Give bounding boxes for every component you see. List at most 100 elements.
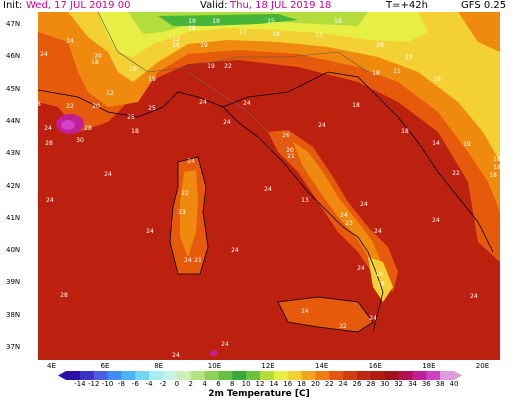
legend-swatch (190, 371, 205, 380)
temperature-value: 18 (489, 172, 497, 179)
temperature-value: 28 (60, 292, 68, 299)
legend-tick-label: 38 (435, 380, 445, 388)
temperature-value: 24 (231, 247, 239, 254)
temperature-value: 24 (184, 257, 192, 264)
temperature-value: 18 (493, 156, 500, 163)
longitude-label: 20E (475, 362, 490, 370)
legend-swatch (246, 371, 261, 380)
latitude-label: 45N (6, 84, 21, 93)
temperature-value: 19 (463, 141, 471, 148)
legend-swatch (79, 371, 95, 380)
temperature-value: 18 (131, 128, 139, 135)
legend-swatch (301, 371, 316, 380)
legend-tick-label: 14 (269, 380, 279, 388)
temperature-value: 24 (104, 171, 112, 178)
longitude-label: 18E (422, 362, 436, 370)
temperature-value: 24 (360, 201, 368, 208)
temperature-value: 19 (493, 164, 500, 171)
temperature-value: 30 (76, 137, 84, 144)
legend-swatch (370, 371, 386, 380)
temperature-value: 20 (286, 147, 294, 154)
longitude-label: 10E (207, 362, 222, 370)
latitude-label: 46N (6, 52, 21, 61)
legend-tick-label: 34 (407, 380, 417, 388)
temperature-value: 24 (66, 38, 74, 45)
temperature-value: 24 (369, 315, 377, 322)
legend-max-arrow (454, 371, 462, 380)
legend-tick-label: -4 (145, 380, 153, 388)
temperature-value: 13 (301, 197, 309, 204)
legend-tick-label: 2 (188, 380, 193, 388)
temperature-value: 20 (92, 103, 100, 110)
legend-swatch (260, 371, 275, 380)
temperature-value: 21 (194, 257, 202, 264)
legend-tick-label: 8 (230, 380, 235, 388)
temperature-value: 18 (401, 128, 409, 135)
temperature-value: 24 (223, 119, 231, 126)
legend-swatch (440, 371, 455, 380)
temperature-value: 24 (187, 158, 195, 165)
temperature-value: 24 (40, 51, 48, 58)
latitude-label: 40N (6, 246, 21, 255)
legend-swatch (204, 371, 219, 380)
legend-swatch (135, 371, 150, 380)
legend-tick-label: -12 (87, 380, 100, 388)
latitude-label: 41N (6, 213, 21, 222)
legend-tick-label: 12 (255, 380, 265, 388)
latitude-label: 44N (6, 116, 21, 125)
temperature-value: 19 (207, 63, 215, 70)
legend-swatch (121, 371, 136, 380)
temperature-value: 24 (470, 293, 478, 300)
legend-ticks: -14 -12 -10 -8 -6 -4 -2 0 2 4 6 8 10 12 14 16 18 20 22 24 26… (58, 380, 462, 390)
legend-tick-label: 26 (352, 380, 362, 388)
legend-swatch (218, 371, 233, 380)
valid-value: Thu, 18 JUL 2019 18 (230, 0, 332, 11)
legend-tick-label: -10 (101, 380, 114, 388)
temperature-value: 22 (66, 103, 74, 110)
latitude-label: 37N (6, 343, 21, 351)
temperature-value: 19 (375, 271, 383, 278)
legend-swatch (93, 371, 108, 380)
temperature-value: 28 (376, 42, 384, 49)
legend-tick-label: 36 (421, 380, 431, 388)
temperature-value: 24 (221, 341, 229, 348)
legend-swatch (412, 371, 427, 380)
temperature-value: 18 (377, 281, 385, 288)
valid-label: Valid: (200, 0, 228, 11)
temperature-value: 18 (334, 18, 342, 25)
legend-tick-label: 24 (338, 380, 348, 388)
latitude-label: 47N (6, 20, 21, 28)
temperature-value: 20 (94, 53, 102, 60)
temperature-value: 26 (282, 132, 290, 139)
latitude-label: 38N (6, 310, 21, 319)
latitude-label: 39N (6, 278, 21, 287)
temperature-value: 18 (129, 66, 137, 73)
legend-swatch (149, 371, 164, 380)
legend-tick-label: -6 (131, 380, 139, 388)
temperature-map: 19 19 15 18 16 17 18 13 24 16 19 13 28 24 20 18 19 19 22 18… (38, 12, 500, 360)
temperature-value: 24 (264, 186, 272, 193)
legend-tick-label: 0 (174, 380, 180, 388)
temperature-value: 24 (199, 99, 207, 106)
temperature-value: 15 (393, 68, 401, 75)
legend-tick-label: 4 (202, 380, 207, 388)
temperature-value: 21 (287, 153, 295, 160)
temperature-value: 25 (127, 114, 135, 121)
legend-tick-label: 10 (241, 380, 251, 388)
temperature-value: 22 (224, 63, 232, 70)
legend-title: 2m Temperature [C] (208, 389, 310, 399)
temperature-value: 25 (148, 105, 156, 112)
legend-swatch (426, 371, 441, 380)
temperature-value: 24 (172, 352, 180, 359)
legend-swatch (107, 371, 122, 380)
temperature-value: 24 (357, 265, 365, 272)
legend-tick-label: 20 (310, 380, 320, 388)
longitude-label: 6E (100, 362, 110, 370)
legend-tick-label: -8 (117, 380, 125, 388)
legend-tick-label: 28 (366, 380, 376, 388)
legend-tick-label: -14 (74, 380, 86, 388)
legend-swatch (343, 371, 358, 380)
temperature-value: 32 (339, 323, 347, 330)
temperature-value: 28 (84, 125, 92, 132)
